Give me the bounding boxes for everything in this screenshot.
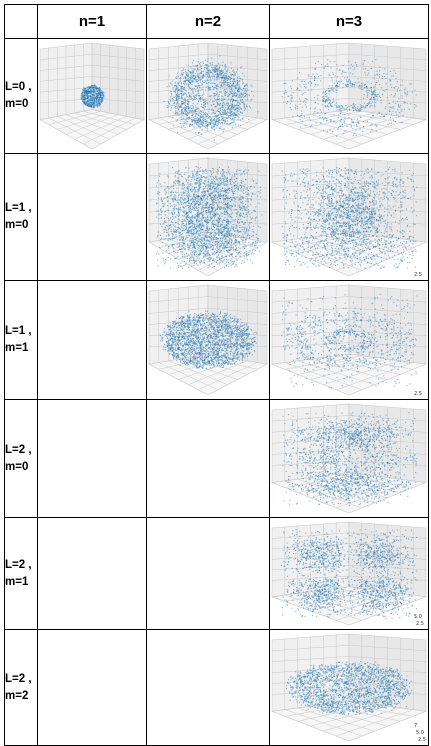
header-row: n=1 n=2 n=3 <box>5 5 429 39</box>
axis-tick-label: 7 <box>414 723 417 729</box>
row-label-m: m=0 <box>5 219 28 231</box>
row-label-m: m=0 <box>5 461 28 473</box>
table-row: L=1 , m=0 2.5 <box>5 154 429 281</box>
scatter-plot-3d: 2.5 <box>270 281 428 399</box>
empty-cell <box>38 154 147 281</box>
empty-cell <box>147 630 270 746</box>
corner-cell <box>5 5 38 39</box>
row-label-l: L=2 , <box>5 444 32 456</box>
plot-cell-r2-n2 <box>147 281 270 400</box>
column-header-n3: n=3 <box>270 5 429 39</box>
plot-cell-r0-n2 <box>147 39 270 154</box>
row-label-m: m=1 <box>5 342 28 354</box>
scatter-plot-3d <box>147 281 269 399</box>
row-label-l: L=2 , <box>5 559 32 571</box>
row-label: L=1 , m=1 <box>5 281 38 400</box>
row-label: L=2 , m=1 <box>5 518 38 630</box>
table-row: L=0 , m=0 <box>5 39 429 154</box>
row-label: L=2 , m=0 <box>5 400 38 518</box>
row-label-l: L=1 , <box>5 325 32 337</box>
scatter-plot-3d <box>147 39 269 153</box>
scatter-plot-3d: 5.02.5 <box>270 518 428 629</box>
plot-cell-r0-n1 <box>38 39 147 154</box>
scatter-plot-3d: 2.5 <box>270 154 428 280</box>
row-label-l: L=1 , <box>5 202 32 214</box>
row-label: L=1 , m=0 <box>5 154 38 281</box>
scatter-plot-3d: 75.02.5 <box>270 630 428 745</box>
axis-tick-label: 2.5 <box>418 737 426 743</box>
plot-cell-r3-n3 <box>270 400 429 518</box>
axis-tick-label: 5.0 <box>416 730 424 736</box>
column-header-n1: n=1 <box>38 5 147 39</box>
scatter-plot-3d <box>147 154 269 280</box>
axis-tick-label: 2.5 <box>414 391 422 397</box>
plot-cell-r1-n3: 2.5 <box>270 154 429 281</box>
scatter-plot-3d <box>270 400 428 517</box>
empty-cell <box>38 281 147 400</box>
row-label: L=2 , m=2 <box>5 630 38 746</box>
table-row: L=2 , m=0 <box>5 400 429 518</box>
row-label-l: L=2 , <box>5 673 32 685</box>
plot-cell-r1-n2 <box>147 154 270 281</box>
empty-cell <box>38 400 147 518</box>
table-row: L=1 , m=1 2.5 <box>5 281 429 400</box>
row-label-m: m=0 <box>5 98 28 110</box>
plot-cell-r0-n3 <box>270 39 429 154</box>
empty-cell <box>147 518 270 630</box>
column-header-n2: n=2 <box>147 5 270 39</box>
empty-cell <box>38 518 147 630</box>
row-label: L=0 , m=0 <box>5 39 38 154</box>
plot-cell-r2-n3: 2.5 <box>270 281 429 400</box>
scatter-plot-3d <box>38 39 146 153</box>
row-label-m: m=1 <box>5 576 28 588</box>
axis-tick-label: 2.5 <box>416 621 424 627</box>
scatter-plot-3d <box>270 39 428 153</box>
row-label-l: L=0 , <box>5 81 32 93</box>
axis-tick-label: 5.0 <box>414 614 422 620</box>
empty-cell <box>147 400 270 518</box>
axis-tick-label: 2.5 <box>414 272 422 278</box>
orbital-table: n=1 n=2 n=3 L=0 , m=0 L=1 , m=0 2.5 L=1 , m… <box>4 4 429 746</box>
empty-cell <box>38 630 147 746</box>
row-label-m: m=2 <box>5 690 28 702</box>
